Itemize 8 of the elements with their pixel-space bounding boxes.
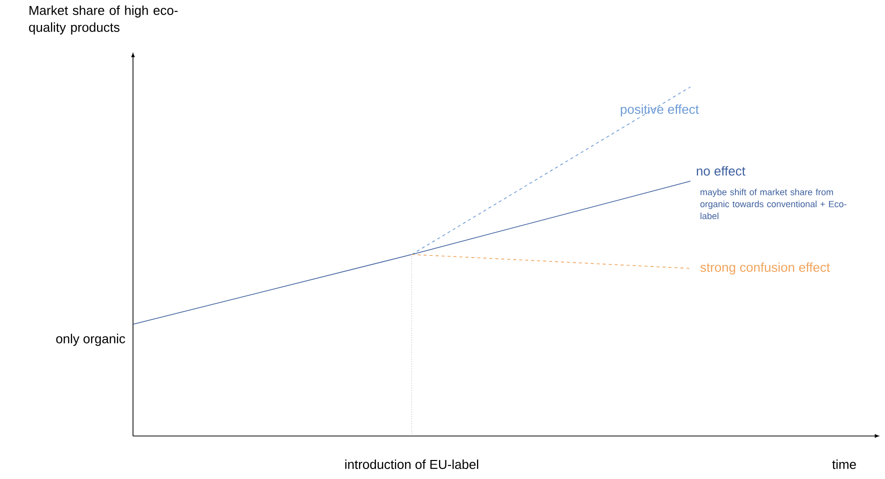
- series-label: no effect: [696, 166, 746, 176]
- text: only organic: [56, 334, 126, 346]
- x-axis-title: time: [832, 460, 856, 470]
- series-label: positive effect: [620, 104, 699, 116]
- annotation: maybe shift of market share from organic towards conventional + Eco-label: [700, 188, 846, 220]
- series-label: strong confusion effect: [700, 262, 830, 274]
- text: introduction of EU-label: [345, 460, 478, 470]
- y-axis-title: Market share of high eco-quality products: [29, 5, 178, 34]
